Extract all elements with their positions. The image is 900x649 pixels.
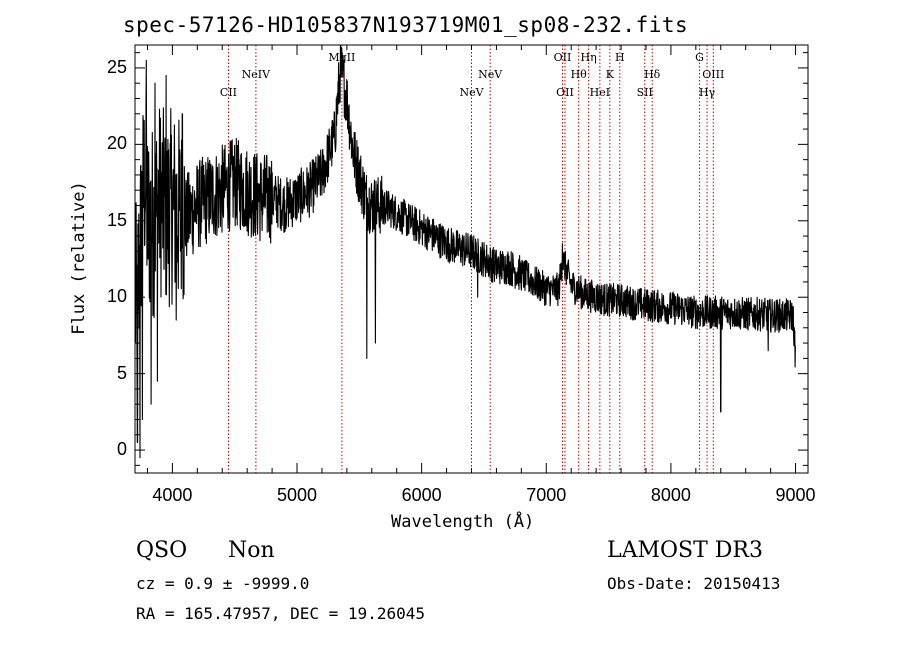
spectrum-line — [134, 44, 796, 459]
x-tick-label: 9000 — [775, 485, 816, 505]
y-tick-label: 10 — [106, 286, 127, 307]
emission-line-label: K — [605, 68, 614, 81]
object-subclass: Non — [228, 538, 275, 563]
emission-line-label: NeIV — [241, 68, 271, 81]
emission-line-label: OIII — [702, 68, 725, 81]
y-tick-label: 15 — [106, 209, 127, 230]
emission-line-label: MgII — [328, 51, 356, 64]
obs-date: Obs-Date: 20150413 — [607, 574, 781, 593]
emission-line-label: SII — [636, 86, 653, 99]
x-tick-label: 5000 — [276, 485, 318, 505]
x-tick-label: 6000 — [401, 485, 442, 505]
emission-line-label: OII — [553, 51, 572, 64]
emission-line-label: Hδ — [644, 68, 661, 81]
emission-line-label: Hγ — [698, 86, 716, 99]
y-tick-label: 20 — [106, 133, 127, 154]
y-axis-label: Flux (relative) — [69, 181, 89, 335]
y-tick-label: 5 — [116, 362, 127, 383]
emission-line-label: Hη — [580, 51, 597, 64]
emission-line-label: NeV — [478, 68, 503, 81]
object-class: QSO — [136, 538, 188, 563]
ra-dec-coords: RA = 165.47957, DEC = 19.26045 — [136, 604, 425, 623]
axis-ticks — [135, 45, 808, 473]
x-tick-label: 7000 — [526, 485, 567, 505]
redshift-cz: cz = 0.9 ± -9999.0 — [136, 574, 310, 593]
x-tick-label: 4000 — [152, 485, 193, 505]
emission-line-label: G — [695, 51, 704, 64]
survey-label: LAMOST DR3 — [607, 538, 763, 563]
emission-line-label: NeV — [459, 86, 484, 99]
emission-line-label: H — [615, 51, 625, 64]
emission-line-label: HeI — [589, 86, 611, 99]
x-axis-label: Wavelength (Å) — [391, 512, 535, 532]
emission-line-label: CII — [219, 86, 238, 99]
spectrum-series — [134, 44, 796, 459]
y-tick-label: 0 — [116, 439, 127, 460]
x-tick-label: 8000 — [650, 485, 691, 505]
emission-line-label: Hθ — [570, 68, 587, 81]
y-tick-label: 25 — [106, 56, 127, 77]
emission-line-label: OII — [556, 86, 574, 99]
page-title: spec-57126-HD105837N193719M01_sp08-232.f… — [123, 13, 689, 37]
